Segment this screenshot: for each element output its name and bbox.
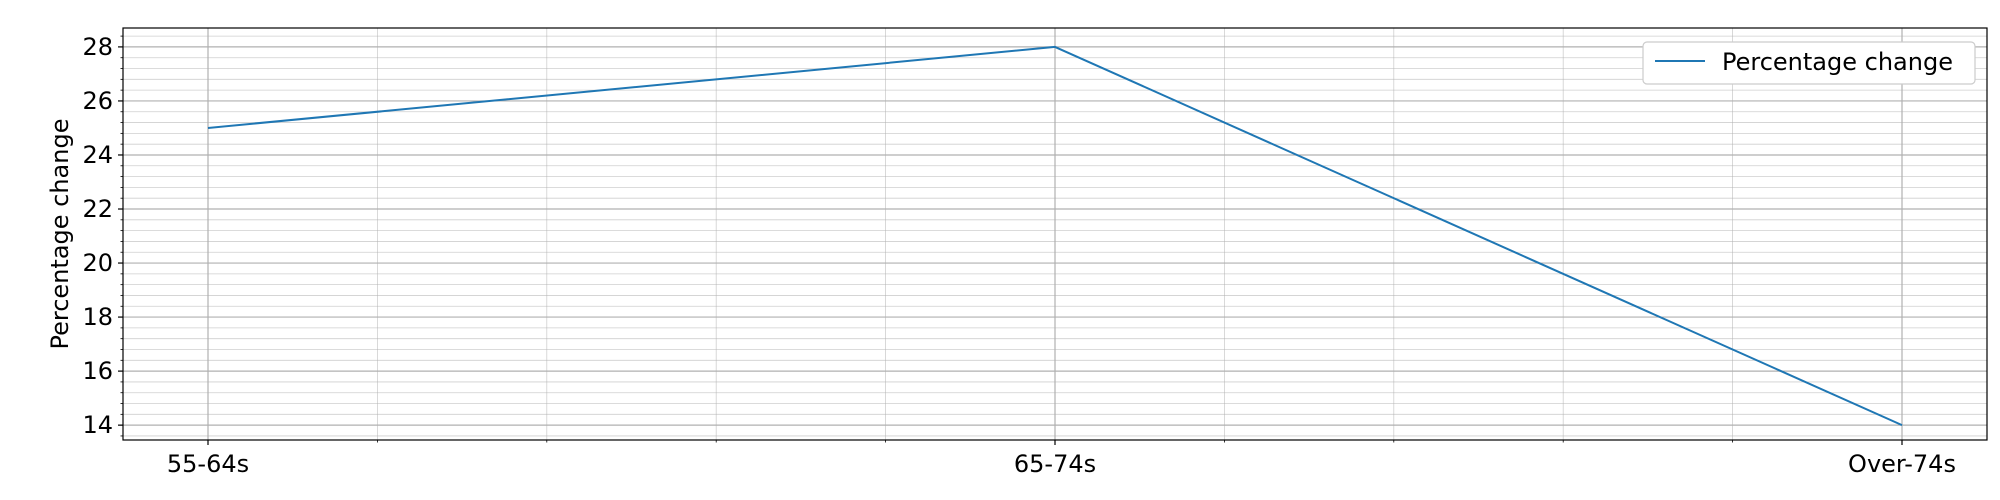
series-line [207, 45, 1903, 427]
x-tick-label: Over-74s [1848, 450, 1956, 478]
y-tick-label: 16 [82, 357, 113, 385]
y-axis-label: Percentage change [46, 119, 74, 350]
series-layer [207, 45, 1903, 427]
y-tick-label: 14 [82, 411, 113, 439]
y-tick-label: 18 [82, 303, 113, 331]
x-tick-label: 65-74s [1014, 450, 1096, 478]
y-tick-label: 24 [82, 141, 113, 169]
legend: Percentage change [1642, 41, 1976, 85]
y-tick-label: 28 [82, 33, 113, 61]
y-tick-label: 22 [82, 195, 113, 223]
y-tick-label: 20 [82, 249, 113, 277]
legend-label: Percentage change [1722, 48, 1953, 76]
axis-ticks: 14 16 18 20 22 24 26 28 55-64s 65-74s Over-74s [82, 33, 1956, 478]
y-tick-label: 26 [82, 87, 113, 115]
legend-box [1642, 41, 1976, 85]
x-tick-label: 55-64s [167, 450, 249, 478]
